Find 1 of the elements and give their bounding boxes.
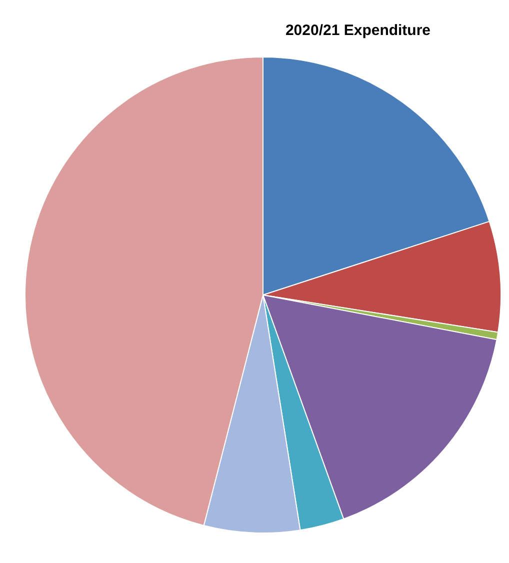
chart-title: 2020/21 Expenditure: [284, 22, 432, 39]
